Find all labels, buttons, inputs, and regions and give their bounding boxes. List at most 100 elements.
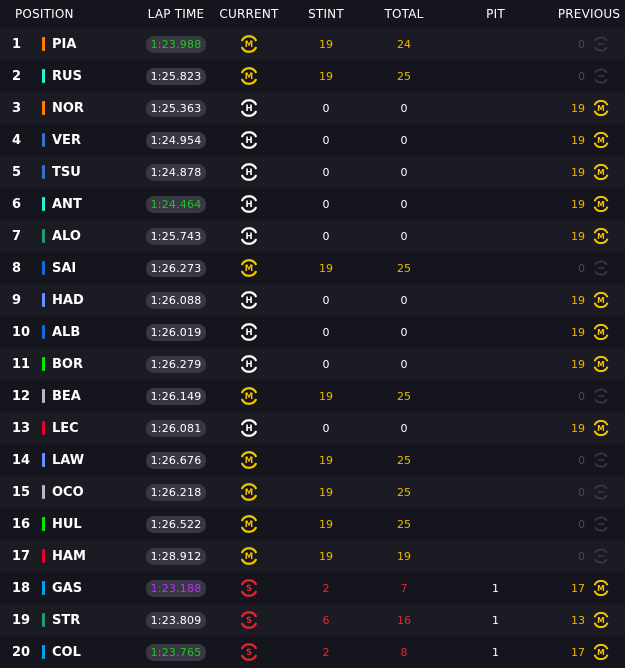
team-color-bar — [40, 613, 46, 627]
driver-code[interactable]: NOR — [52, 100, 84, 116]
table-row[interactable]: 5 TSU 1:24.878 H 0 0 19 M — [0, 156, 625, 188]
team-color-bar — [40, 37, 46, 51]
previous-tyre-medium-icon: M — [591, 130, 611, 150]
previous-laps: 13 — [571, 613, 585, 627]
total-laps: 0 — [400, 197, 408, 211]
header-position[interactable]: POSITION — [15, 7, 74, 21]
table-row[interactable]: 15 OCO 1:26.218 M 19 25 0 — [0, 476, 625, 508]
svg-text:M: M — [597, 584, 605, 593]
current-tyre-hard-icon: H — [216, 97, 282, 119]
table-row[interactable]: 17 HAM 1:28.912 M 19 19 0 — [0, 540, 625, 572]
header-pit[interactable]: PIT — [486, 7, 505, 21]
driver-code[interactable]: PIA — [52, 36, 77, 52]
stint-laps: 19 — [319, 453, 333, 467]
lap-time-cell: 1:24.954 — [136, 131, 216, 149]
current-tyre-soft-icon: S — [216, 641, 282, 663]
header-lap-time[interactable]: LAP TIME — [147, 7, 205, 21]
driver-code[interactable]: LAW — [52, 452, 85, 468]
team-color-bar — [40, 229, 46, 243]
previous-laps: 19 — [571, 229, 585, 243]
table-row[interactable]: 9 HAD 1:26.088 H 0 0 19 M — [0, 284, 625, 316]
driver-code[interactable]: BEA — [52, 388, 81, 404]
table-row[interactable]: 16 HUL 1:26.522 M 19 25 0 — [0, 508, 625, 540]
previous-tyre-medium-icon: M — [591, 194, 611, 214]
total-laps: 25 — [397, 485, 411, 499]
previous-tyre-none-icon — [591, 66, 611, 86]
header-total[interactable]: TOTAL — [384, 7, 424, 21]
position-number: 16 — [12, 516, 31, 532]
driver-code[interactable]: TSU — [52, 164, 81, 180]
svg-text:M: M — [597, 360, 605, 369]
table-row[interactable]: 19 STR 1:23.809 S 6 16 1 13 M — [0, 604, 625, 636]
driver-code[interactable]: BOR — [52, 356, 83, 372]
lap-time: 1:26.149 — [145, 387, 207, 405]
team-color-bar — [40, 325, 46, 339]
team-color-bar — [40, 389, 46, 403]
position-number: 1 — [12, 36, 22, 52]
svg-text:H: H — [245, 168, 252, 178]
svg-text:S: S — [246, 616, 252, 626]
driver-code[interactable]: COL — [52, 644, 81, 660]
lap-time: 1:24.464 — [145, 195, 207, 213]
total-laps: 0 — [400, 229, 408, 243]
previous-laps: 19 — [571, 165, 585, 179]
table-row[interactable]: 12 BEA 1:26.149 M 19 25 0 — [0, 380, 625, 412]
driver-code[interactable]: ALO — [52, 228, 81, 244]
driver-code[interactable]: LEC — [52, 420, 79, 436]
table-row[interactable]: 1 PIA 1:23.988 M 19 24 0 — [0, 28, 625, 60]
driver-code[interactable]: STR — [52, 612, 81, 628]
current-tyre-medium-icon: M — [216, 545, 282, 567]
svg-text:M: M — [245, 392, 253, 402]
svg-text:M: M — [597, 616, 605, 625]
table-row[interactable]: 20 COL 1:23.765 S 2 8 1 17 M — [0, 636, 625, 668]
position-number: 5 — [12, 164, 22, 180]
driver-code[interactable]: RUS — [52, 68, 82, 84]
team-color-bar — [40, 293, 46, 307]
header-previous[interactable]: PREVIOUS — [557, 7, 621, 21]
previous-tyre: 0 — [553, 66, 625, 86]
table-row[interactable]: 14 LAW 1:26.676 M 19 25 0 — [0, 444, 625, 476]
header-stint[interactable]: STINT — [308, 7, 344, 21]
position-number: 8 — [12, 260, 22, 276]
table-row[interactable]: 11 BOR 1:26.279 H 0 0 19 M — [0, 348, 625, 380]
stint-laps: 0 — [322, 165, 330, 179]
driver-code[interactable]: HAD — [52, 292, 84, 308]
pit-stops: 1 — [492, 645, 499, 659]
current-tyre-hard-icon: H — [216, 353, 282, 375]
current-tyre-hard-icon: H — [216, 289, 282, 311]
table-row[interactable]: 4 VER 1:24.954 H 0 0 19 M — [0, 124, 625, 156]
driver-code[interactable]: HUL — [52, 516, 82, 532]
driver-code[interactable]: HAM — [52, 548, 86, 564]
header-current[interactable]: CURRENT — [219, 7, 279, 21]
stint-laps: 0 — [322, 293, 330, 307]
current-tyre-hard-icon: H — [216, 161, 282, 183]
table-row[interactable]: 10 ALB 1:26.019 H 0 0 19 M — [0, 316, 625, 348]
table-row[interactable]: 13 LEC 1:26.081 H 0 0 19 M — [0, 412, 625, 444]
table-row[interactable]: 7 ALO 1:25.743 H 0 0 19 M — [0, 220, 625, 252]
table-row[interactable]: 3 NOR 1:25.363 H 0 0 19 M — [0, 92, 625, 124]
driver-code[interactable]: VER — [52, 132, 81, 148]
table-header: POSITION LAP TIME CURRENT STINT TOTAL PI… — [0, 0, 625, 28]
table-row[interactable]: 6 ANT 1:24.464 H 0 0 19 M — [0, 188, 625, 220]
previous-tyre: 17 M — [553, 578, 625, 598]
lap-time-cell: 1:28.912 — [136, 547, 216, 565]
table-row[interactable]: 2 RUS 1:25.823 M 19 25 0 — [0, 60, 625, 92]
previous-tyre-medium-icon: M — [591, 418, 611, 438]
driver-code[interactable]: SAI — [52, 260, 77, 276]
driver-code[interactable]: ALB — [52, 324, 81, 340]
driver-code[interactable]: OCO — [52, 484, 84, 500]
position-number: 19 — [12, 612, 31, 628]
stint-laps: 0 — [322, 325, 330, 339]
lap-time-cell: 1:26.081 — [136, 419, 216, 437]
lap-time: 1:26.218 — [145, 483, 207, 501]
driver-code[interactable]: GAS — [52, 580, 83, 596]
lap-time-cell: 1:23.809 — [136, 611, 216, 629]
stint-laps: 6 — [322, 613, 330, 627]
svg-text:S: S — [246, 648, 252, 658]
table-row[interactable]: 8 SAI 1:26.273 M 19 25 0 — [0, 252, 625, 284]
team-color-bar — [40, 101, 46, 115]
table-row[interactable]: 18 GAS 1:23.188 S 2 7 1 17 M — [0, 572, 625, 604]
driver-code[interactable]: ANT — [52, 196, 82, 212]
total-laps: 25 — [397, 453, 411, 467]
svg-text:M: M — [597, 648, 605, 657]
